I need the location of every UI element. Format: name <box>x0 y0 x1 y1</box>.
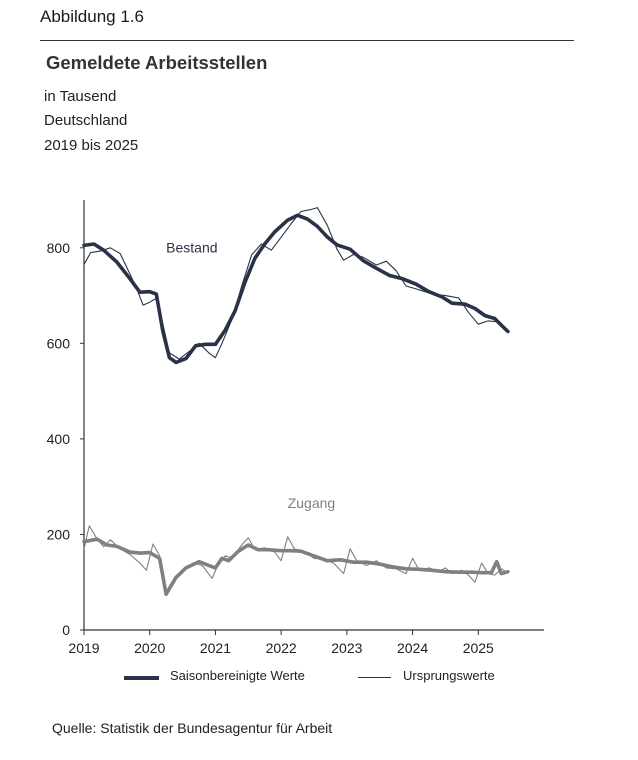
x-tick-label: 2021 <box>200 640 231 656</box>
legend-seasonal-label: Saisonbereinigte Werte <box>170 668 305 683</box>
series-line-bestand-seasonal <box>82 213 510 365</box>
source-note: Quelle: Statistik der Bundesagentur für … <box>52 720 333 736</box>
y-tick-label: 200 <box>47 526 71 542</box>
x-tick-label: 2025 <box>463 640 494 656</box>
subtitle-region: Deutschland <box>44 112 128 129</box>
x-tick-label: 2020 <box>134 640 165 656</box>
x-tick-label: 2023 <box>331 640 362 656</box>
y-tick-label: 600 <box>47 335 71 351</box>
chart-title: Gemeldete Arbeitsstellen <box>46 52 268 73</box>
legend-original-swatch <box>358 677 391 678</box>
series-line-zugang-original <box>83 525 509 593</box>
series-line-bestand-original <box>83 207 509 360</box>
y-tick-label: 0 <box>62 622 70 638</box>
x-tick-label: 2022 <box>266 640 297 656</box>
figure-label: Abbildung 1.6 <box>40 7 144 26</box>
series-line-zugang-seasonal <box>82 537 510 596</box>
y-tick-label: 800 <box>47 240 71 256</box>
subtitle-unit: in Tausend <box>44 88 117 105</box>
subtitle-period: 2019 bis 2025 <box>44 137 139 154</box>
x-tick-label: 2019 <box>68 640 99 656</box>
annotation-zugang: Zugang <box>288 495 335 511</box>
annotation-bestand: Bestand <box>166 240 217 256</box>
top-rule <box>40 40 574 41</box>
legend-seasonal-swatch <box>124 676 159 680</box>
legend-original-label: Ursprungswerte <box>403 668 495 683</box>
y-tick-label: 400 <box>47 431 71 447</box>
x-tick-label: 2024 <box>397 640 428 656</box>
